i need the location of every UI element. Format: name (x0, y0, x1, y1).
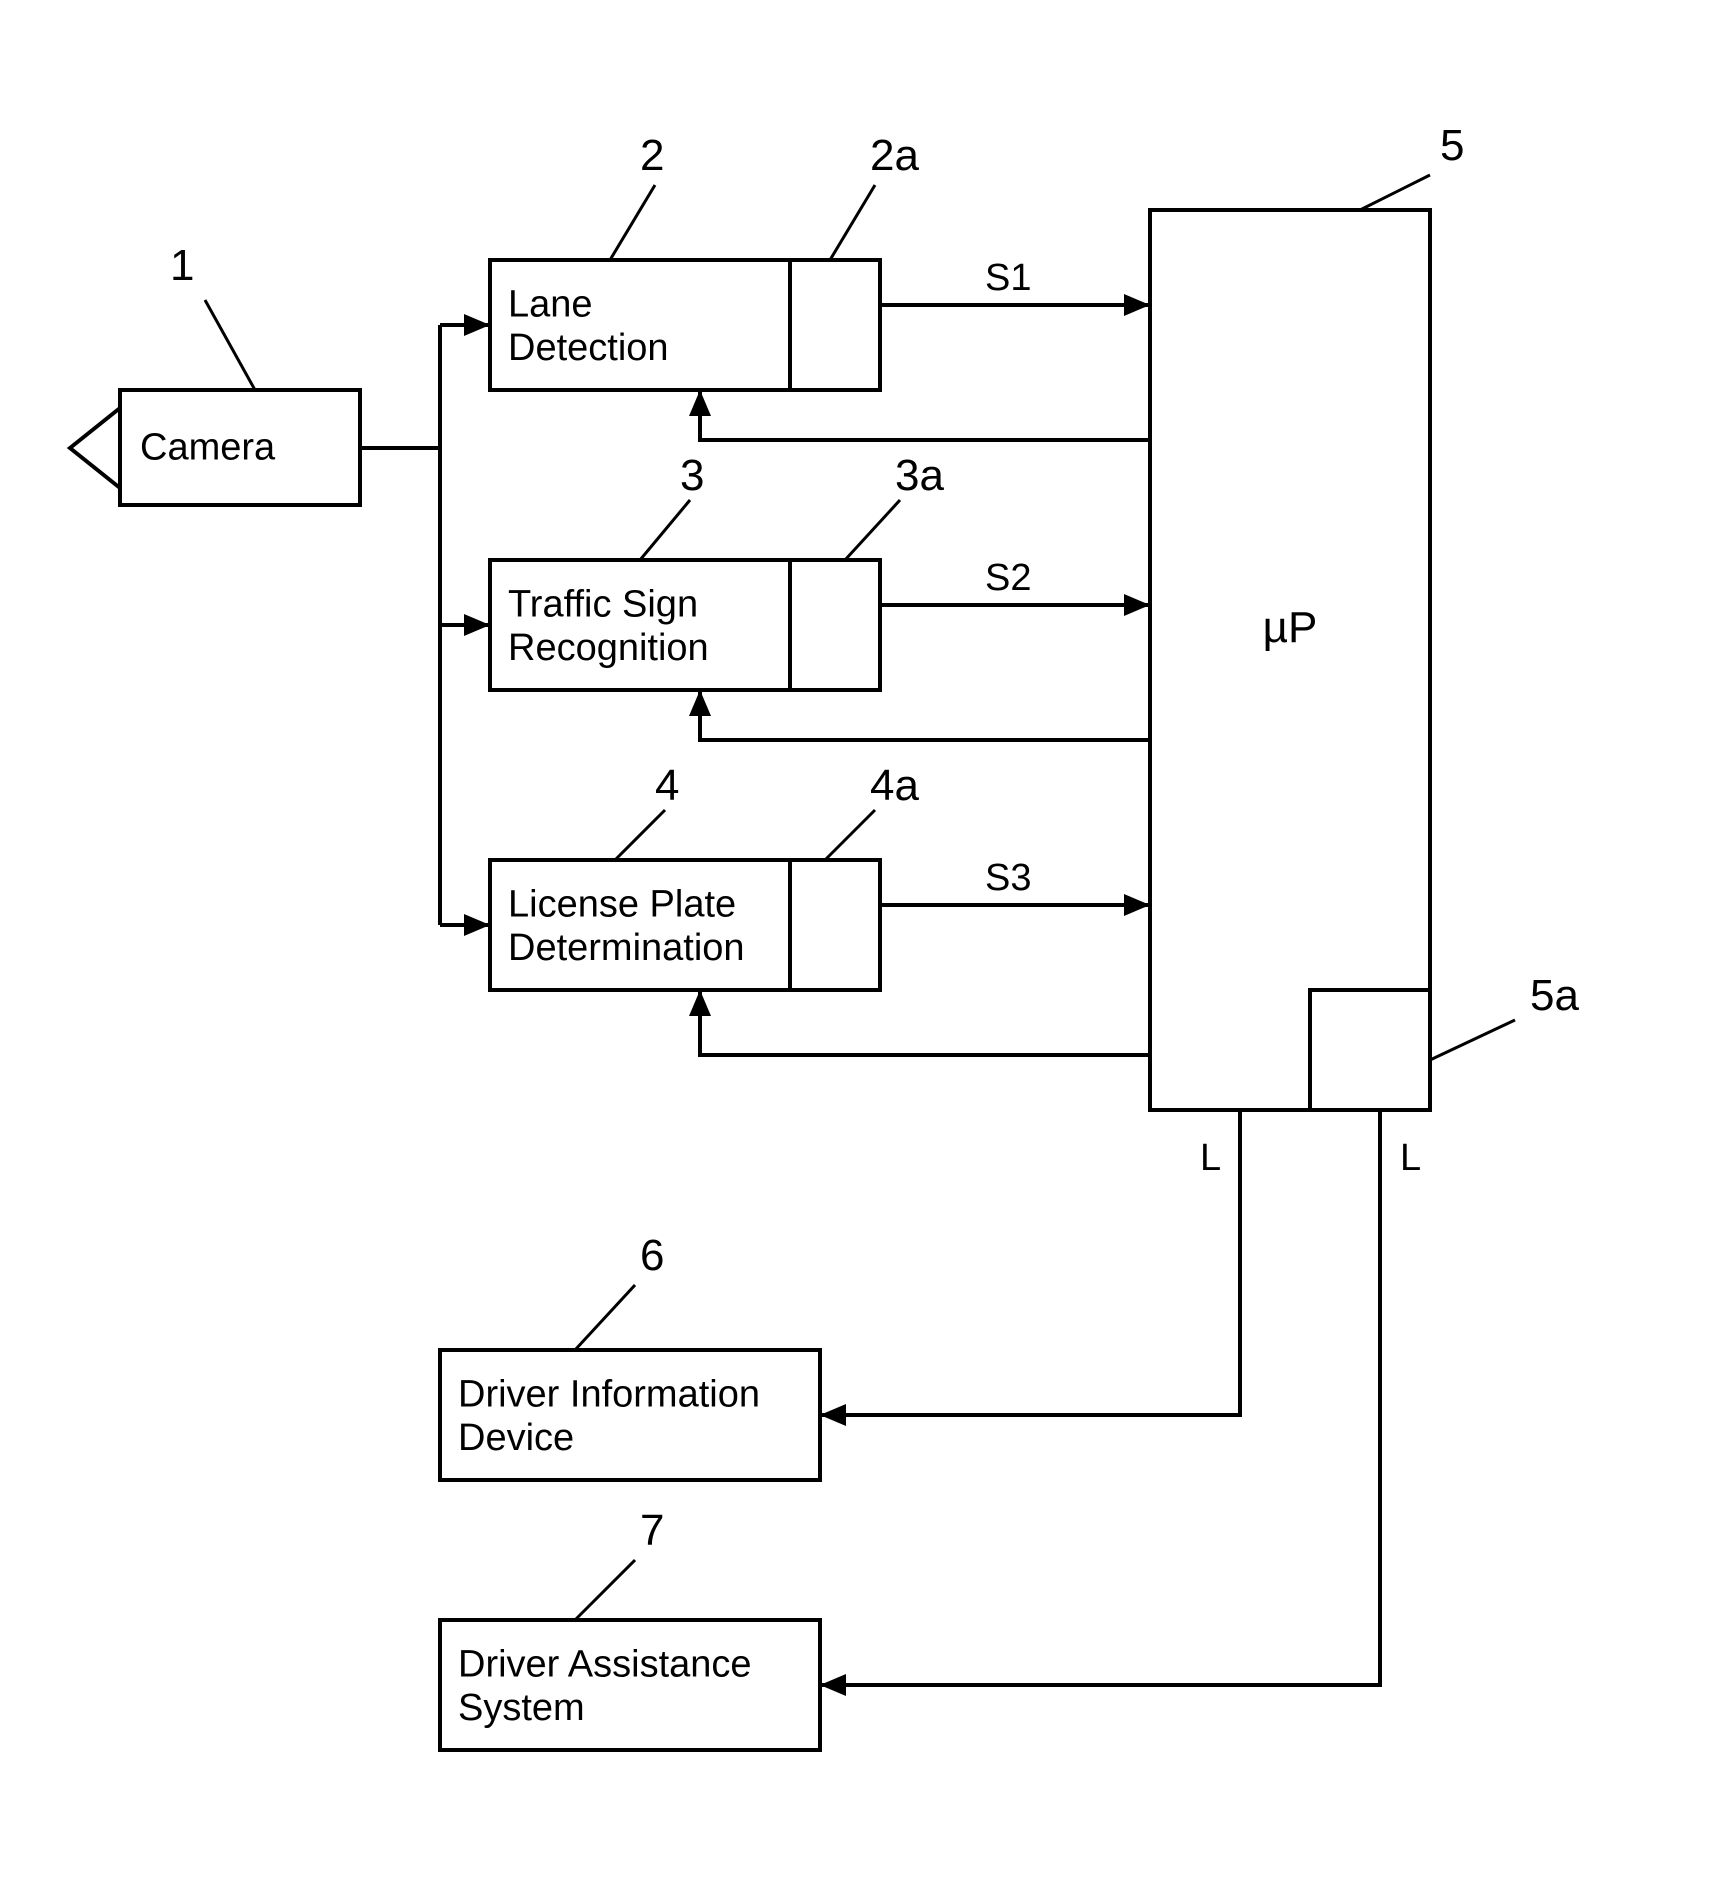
svg-text:2a: 2a (870, 131, 919, 180)
svg-text:Traffic Sign: Traffic Sign (508, 583, 698, 625)
svg-text:Detection: Detection (508, 327, 669, 369)
svg-text:S2: S2 (985, 557, 1031, 599)
svg-text:4: 4 (655, 761, 679, 810)
svg-text:Recognition: Recognition (508, 627, 709, 669)
svg-text:3a: 3a (895, 451, 944, 500)
svg-text:Driver Information: Driver Information (458, 1373, 760, 1415)
svg-text:L: L (1400, 1137, 1421, 1179)
svg-text:1: 1 (170, 241, 194, 290)
svg-text:5: 5 (1440, 121, 1464, 170)
svg-text:6: 6 (640, 1231, 664, 1280)
svg-text:5a: 5a (1530, 971, 1579, 1020)
svg-text:Driver Assistance: Driver Assistance (458, 1643, 752, 1685)
svg-text:4a: 4a (870, 761, 919, 810)
svg-text:3: 3 (680, 451, 704, 500)
svg-text:Device: Device (458, 1417, 574, 1459)
svg-text:S1: S1 (985, 257, 1031, 299)
svg-text:License Plate: License Plate (508, 883, 736, 925)
svg-text:Determination: Determination (508, 927, 745, 969)
svg-text:7: 7 (640, 1506, 664, 1555)
svg-text:S3: S3 (985, 857, 1031, 899)
svg-text:µP: µP (1263, 603, 1318, 652)
svg-text:2: 2 (640, 131, 664, 180)
svg-text:Camera: Camera (140, 427, 276, 469)
svg-text:L: L (1200, 1137, 1221, 1179)
svg-text:Lane: Lane (508, 283, 593, 325)
svg-text:System: System (458, 1687, 585, 1729)
